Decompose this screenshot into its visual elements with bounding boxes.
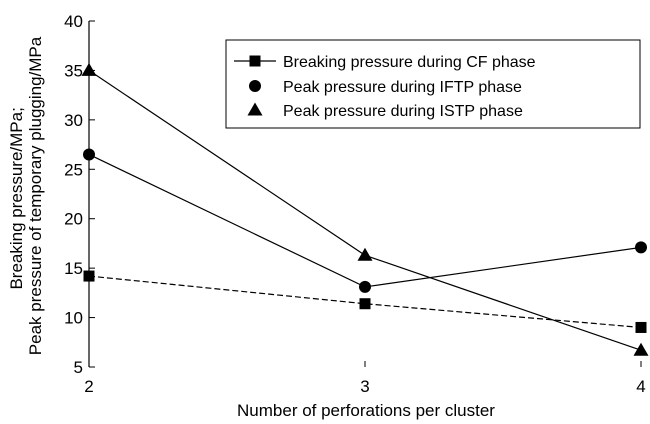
square-marker <box>83 270 95 282</box>
legend-label: Peak pressure during IFTP phase <box>283 79 522 96</box>
y-axis-title-line-2: Peak pressure of temporary plugging/MPa <box>26 36 45 355</box>
y-axis-title: Breaking pressure/MPa; Peak pressure of … <box>7 36 45 355</box>
axes: 5 10 15 20 25 30 35 40 2 3 4 <box>64 12 646 396</box>
circle-marker <box>359 280 371 293</box>
series-triangle <box>81 62 649 356</box>
y-ticks: 5 10 15 20 25 30 35 40 <box>64 12 95 377</box>
y-axis-title-line-1: Breaking pressure/MPa; <box>7 107 26 289</box>
legend-label: Breaking pressure during CF phase <box>283 54 536 71</box>
y-tick-label: 30 <box>64 111 83 130</box>
x-tick-label: 3 <box>360 377 369 396</box>
series-layer <box>81 62 649 356</box>
y-tick-label: 10 <box>64 309 83 328</box>
triangle-marker <box>81 62 97 76</box>
y-tick-label: 15 <box>64 259 83 278</box>
legend-label: Peak pressure during ISTP phase <box>283 103 523 120</box>
circle-marker <box>83 148 95 161</box>
triangle-marker <box>633 342 649 356</box>
circle-marker <box>635 241 647 254</box>
triangle-marker <box>357 247 373 261</box>
y-tick-label: 25 <box>64 160 83 179</box>
legend: Breaking pressure during CF phase Peak pr… <box>225 39 641 129</box>
x-ticks: 2 3 4 <box>84 361 646 396</box>
square-marker <box>635 321 647 333</box>
square-marker <box>249 55 261 67</box>
legend-box <box>225 39 641 129</box>
x-axis-title: Number of perforations per cluster <box>237 401 495 420</box>
triangle-marker <box>247 102 263 116</box>
x-tick-label: 2 <box>84 377 93 396</box>
series-circle <box>83 148 647 293</box>
legend-entry: Peak pressure during IFTP phase <box>249 79 522 96</box>
circle-marker <box>249 80 261 92</box>
legend-entry: Peak pressure during ISTP phase <box>247 102 523 120</box>
y-tick-label: 5 <box>74 358 83 377</box>
series-square <box>83 270 647 333</box>
legend-entry: Breaking pressure during CF phase <box>234 54 536 71</box>
series-line <box>88 275 642 329</box>
x-tick-label: 4 <box>636 377 645 396</box>
series-line <box>88 153 642 288</box>
square-marker <box>359 298 371 310</box>
y-tick-label: 35 <box>64 61 83 80</box>
y-tick-label: 40 <box>64 12 83 31</box>
y-tick-label: 20 <box>64 210 83 229</box>
